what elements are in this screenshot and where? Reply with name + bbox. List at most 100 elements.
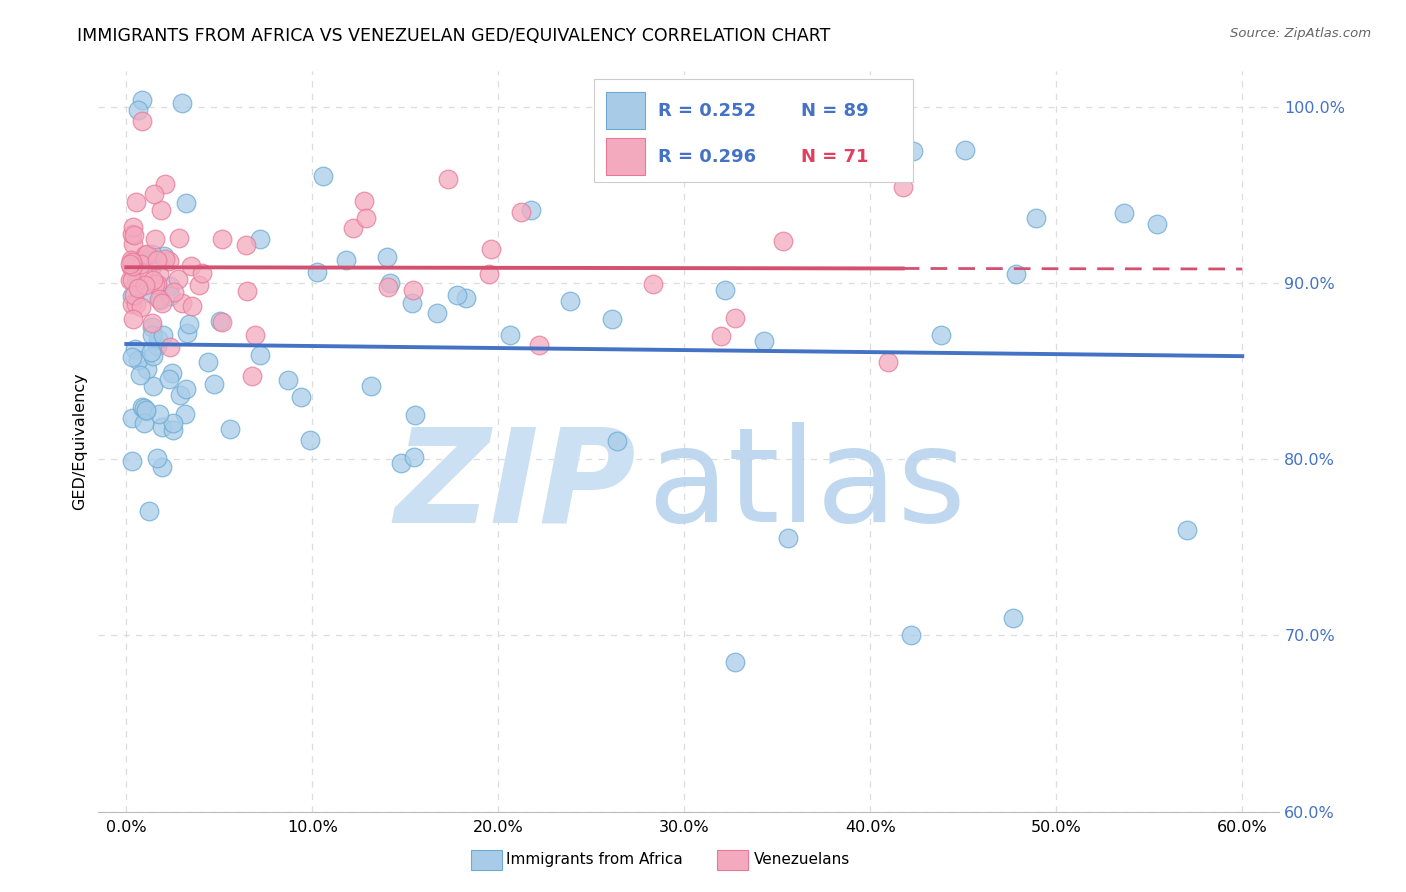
Point	[153, 252, 176, 267]
Point	[191, 266, 214, 280]
Point	[124, 296, 146, 310]
Point	[146, 277, 169, 291]
Point	[202, 377, 225, 392]
Point	[141, 258, 163, 272]
Point	[134, 252, 156, 266]
Point	[121, 411, 143, 425]
Point	[481, 242, 503, 256]
Point	[142, 379, 165, 393]
Point	[153, 177, 176, 191]
Point	[170, 295, 193, 310]
Point	[929, 327, 952, 342]
Text: IMMIGRANTS FROM AFRICA VS VENEZUELAN GED/EQUIVALENCY CORRELATION CHART: IMMIGRANTS FROM AFRICA VS VENEZUELAN GED…	[77, 27, 831, 45]
Point	[152, 328, 174, 343]
Point	[149, 293, 172, 307]
Point	[219, 422, 242, 436]
Point	[953, 143, 976, 157]
Point	[152, 249, 174, 263]
Point	[380, 276, 402, 290]
Point	[1002, 611, 1025, 625]
Point	[162, 416, 184, 430]
Point	[141, 316, 163, 330]
Point	[131, 401, 153, 415]
Text: N = 89: N = 89	[801, 102, 869, 120]
Point	[135, 404, 157, 418]
Point	[177, 317, 200, 331]
Point	[402, 450, 425, 464]
Point	[710, 328, 733, 343]
Text: Source: ZipAtlas.com: Source: ZipAtlas.com	[1230, 27, 1371, 40]
Point	[499, 328, 522, 343]
Point	[299, 433, 322, 447]
Point	[401, 296, 423, 310]
Point	[157, 372, 180, 386]
Point	[187, 277, 209, 292]
Point	[174, 407, 197, 421]
Point	[148, 267, 170, 281]
Point	[138, 503, 160, 517]
Point	[159, 279, 181, 293]
Point	[122, 219, 145, 234]
Point	[754, 334, 776, 348]
Point	[121, 297, 143, 311]
Point	[1146, 217, 1168, 231]
Point	[724, 311, 747, 326]
Point	[1114, 205, 1136, 219]
Point	[124, 288, 146, 302]
Point	[166, 272, 188, 286]
Point	[290, 390, 312, 404]
Point	[509, 205, 531, 219]
Text: N = 71: N = 71	[801, 147, 869, 166]
Point	[714, 284, 737, 298]
Point	[446, 288, 468, 302]
Point	[159, 341, 181, 355]
Point	[174, 383, 197, 397]
Text: R = 0.252: R = 0.252	[658, 102, 756, 120]
Point	[131, 114, 153, 128]
Point	[243, 327, 266, 342]
Point	[169, 388, 191, 402]
Point	[141, 246, 163, 260]
Point	[146, 339, 169, 353]
Point	[335, 252, 357, 267]
Point	[150, 460, 173, 475]
Point	[118, 257, 141, 271]
Point	[143, 232, 166, 246]
Point	[121, 289, 143, 303]
Point	[236, 284, 259, 298]
Point	[211, 315, 233, 329]
Point	[127, 353, 149, 368]
Point	[121, 350, 143, 364]
Point	[134, 248, 156, 262]
Point	[150, 419, 173, 434]
Point	[146, 451, 169, 466]
Point	[641, 277, 664, 291]
Point	[169, 231, 191, 245]
Point	[124, 342, 146, 356]
Point	[118, 273, 141, 287]
Point	[122, 227, 145, 242]
Point	[353, 194, 375, 209]
Point	[1175, 523, 1198, 537]
Point	[211, 232, 233, 246]
Point	[121, 255, 143, 269]
Point	[136, 362, 159, 376]
Point	[527, 337, 550, 351]
Point	[377, 280, 399, 294]
Point	[249, 232, 271, 246]
Text: R = 0.296: R = 0.296	[658, 147, 756, 166]
Point	[613, 160, 636, 174]
Point	[876, 355, 898, 369]
Point	[128, 368, 150, 382]
Point	[426, 306, 449, 320]
Point	[454, 291, 477, 305]
Point	[389, 456, 412, 470]
Point	[176, 326, 198, 340]
Point	[180, 259, 202, 273]
Point	[120, 252, 142, 267]
Point	[122, 259, 145, 273]
Point	[1025, 211, 1047, 226]
Point	[142, 349, 165, 363]
Point	[132, 416, 155, 430]
Point	[404, 408, 426, 422]
